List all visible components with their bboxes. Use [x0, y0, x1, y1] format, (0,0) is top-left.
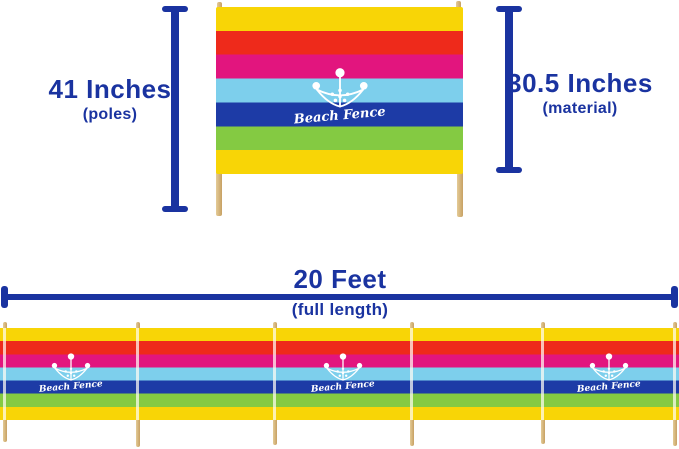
beach-fence-logo — [311, 352, 375, 393]
full-length-note-group: (full length) — [240, 300, 440, 320]
panel-divider — [136, 328, 139, 420]
full-length-measure-bar — [5, 294, 674, 300]
measure-cap-left — [1, 286, 8, 308]
panel-divider — [410, 328, 413, 420]
panel-divider — [673, 328, 676, 420]
wooden-pole — [673, 420, 677, 446]
measure-stem — [171, 8, 179, 210]
pole-height-value: 41 Inches — [48, 74, 172, 104]
beach-fence-logo — [39, 352, 103, 393]
wooden-pole-tip — [273, 322, 277, 329]
measure-stem — [505, 8, 513, 171]
wooden-pole-tip — [673, 322, 677, 329]
pole-height-measure-bar — [162, 6, 188, 212]
measure-cap-right — [671, 286, 678, 308]
wooden-pole-tip-right — [456, 1, 461, 10]
pole-height-note: (poles) — [82, 106, 138, 124]
beach-fence-logo — [577, 352, 641, 393]
wooden-pole-tip-left — [217, 2, 222, 10]
full-length-label: 20 Feet — [240, 264, 440, 294]
wooden-pole-tip — [3, 322, 7, 329]
panel-divider — [3, 328, 6, 420]
wooden-pole-tip — [410, 322, 414, 329]
wooden-pole — [3, 420, 7, 442]
full-length-value: 20 Feet — [293, 264, 387, 294]
measure-cap-bottom — [496, 167, 522, 173]
wooden-pole — [136, 420, 140, 447]
windbreak-panel — [216, 7, 463, 174]
wooden-pole-tip — [136, 322, 140, 329]
full-length-note: (full length) — [291, 300, 389, 319]
wooden-pole — [273, 420, 277, 445]
material-height-note: (material) — [542, 100, 618, 118]
wooden-pole-left — [216, 172, 222, 216]
material-height-label-group: 30.5 Inches (material) — [500, 68, 660, 118]
wooden-pole-right — [457, 172, 463, 217]
measure-cap-bottom — [162, 206, 188, 212]
panel-divider — [541, 328, 544, 420]
windbreak-full-length — [0, 328, 679, 420]
material-height-measure-bar — [496, 6, 522, 173]
beach-fence-logo — [294, 67, 386, 125]
wooden-pole — [410, 420, 414, 446]
material-height-value: 30.5 Inches — [507, 68, 653, 98]
wooden-pole — [541, 420, 545, 444]
panel-divider — [273, 328, 276, 420]
wooden-pole-tip — [541, 322, 545, 329]
pole-height-label-group: 41 Inches (poles) — [35, 74, 185, 124]
